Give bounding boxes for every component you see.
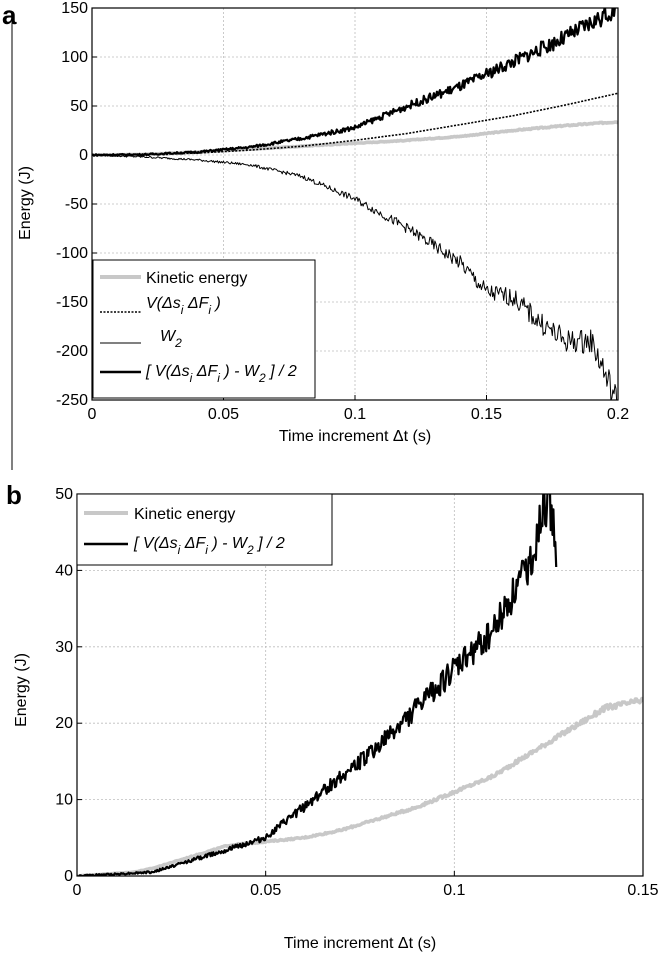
y-tick-label-6: 50 [70,98,88,115]
panel-b-label: b [6,480,22,510]
x-tick-label-3: 0.15 [471,406,502,423]
x-axis-label-a-text: Time increment Δt (s) [279,428,431,445]
y-tick-label-1: 10 [55,792,73,809]
series-line-a-2 [92,154,618,400]
x-tick-label-1: 0.05 [208,406,239,423]
panel-a: a 0 0.05 0.1 0.15 0.2 -250 -200 -150 -100 -50 0 50 1… [2,0,629,470]
series-line-b-1 [77,494,558,876]
panel-b: b 0 0.05 0.1 0.15 0 10 20 30 40 50 Energy (J) Tim… [6,480,659,952]
y-tick-label-4: -50 [65,196,88,213]
panel-a-label: a [2,0,17,30]
y-tick-label-1: -200 [56,343,88,360]
legend-a-box [92,259,316,399]
x-tick-label-3: 0.15 [627,882,658,899]
legend-b-label-1: [ V(Δsi ΔFi ) - W2 ] / 2 [133,535,285,557]
y-tick-label-8: 150 [61,0,88,17]
y-tick-label-3: 30 [55,639,73,656]
y-axis-label-b-text: Energy (J) [13,653,30,727]
y-axis-label-b: Energy (J) [13,653,30,727]
x-tick-label-2: 0.1 [443,882,465,899]
x-tick-label-2: 0.1 [344,406,366,423]
x-tick-label-4: 0.2 [607,406,629,423]
y-tick-label-3: -100 [56,245,88,262]
legend-b: Kinetic energy [ V(Δsi ΔFi ) - W2 ] / 2 [76,493,333,566]
y-tick-label-5: 0 [79,147,88,164]
legend-a-label-0: Kinetic energy [146,270,247,287]
y-axis-label-a: Energy (J) [17,166,34,240]
y-tick-label-0: 0 [64,868,73,885]
x-tick-label-0: 0 [88,406,97,423]
legend-a: Kinetic energy V(Δsi ΔFi ) W2 [ V(Δsi ΔF… [92,259,316,399]
y-tick-label-4: 40 [55,562,73,579]
legend-b-box [76,493,333,566]
x-tick-label-1: 0.05 [250,882,281,899]
x-axis-label-a: Time increment Δt (s) [279,428,431,445]
plot-b-frame [76,493,644,877]
x-tick-label-0: 0 [73,882,82,899]
legend-b-label-0: Kinetic energy [134,506,235,523]
y-tick-label-2: 20 [55,715,73,732]
y-axis-label-a-text: Energy (J) [17,166,34,240]
y-tick-label-2: -150 [56,294,88,311]
series-line-b-0 [77,696,643,876]
y-tick-label-7: 100 [61,49,88,66]
x-axis-label-b-text: Time increment Δt (s) [284,935,436,952]
x-axis-label-b: Time increment Δt (s) [284,935,436,952]
legend-a-label-1: V(Δsi ΔFi ) [146,295,221,317]
legend-a-label-3: [ V(Δsi ΔFi ) - W2 ] / 2 [145,363,297,385]
y-tick-label-5: 50 [55,486,73,503]
series-line-a-3 [92,8,616,157]
y-tick-label-0: -250 [56,392,88,409]
